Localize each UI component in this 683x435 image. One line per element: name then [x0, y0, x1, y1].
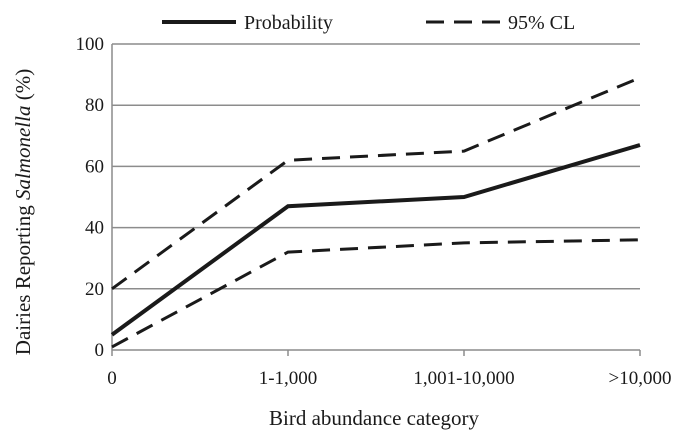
grid	[111, 43, 640, 351]
y-axis-title: Dairies Reporting Salmonella (%)	[11, 69, 35, 355]
series-line-lower-confidence-limit-2	[111, 238, 641, 349]
series-lines	[110, 76, 641, 349]
y-tick-label: 20	[85, 279, 104, 300]
y-axis-title-italic: Salmonella	[11, 106, 35, 201]
x-tick-label: 1-1,000	[259, 368, 318, 389]
y-axis-title-prefix: Dairies Reporting	[11, 200, 35, 355]
y-axis-ticks: 0 20 40 60 80 100	[76, 34, 105, 361]
series-line-probability-0	[110, 143, 641, 337]
y-tick-label: 0	[95, 340, 105, 361]
y-tick-label: 60	[85, 156, 104, 177]
x-tick-label: 0	[107, 368, 117, 389]
y-axis-title-suffix: (%)	[11, 69, 35, 106]
x-axis-ticks: 0 1-1,000 1,001-10,000 >10,000	[107, 350, 671, 389]
y-tick-label: 100	[76, 34, 105, 55]
x-axis-title: Bird abundance category	[269, 406, 479, 430]
legend-label: 95% CL	[508, 12, 575, 34]
x-tick-label: 1,001-10,000	[413, 368, 514, 389]
legend-label: Probability	[244, 12, 333, 34]
series-line-95-cl-1	[111, 76, 641, 291]
y-tick-label: 40	[85, 218, 104, 239]
x-tick-label: >10,000	[609, 368, 672, 389]
y-tick-label: 80	[85, 95, 104, 116]
legend: Probability 95% CL	[162, 12, 575, 34]
